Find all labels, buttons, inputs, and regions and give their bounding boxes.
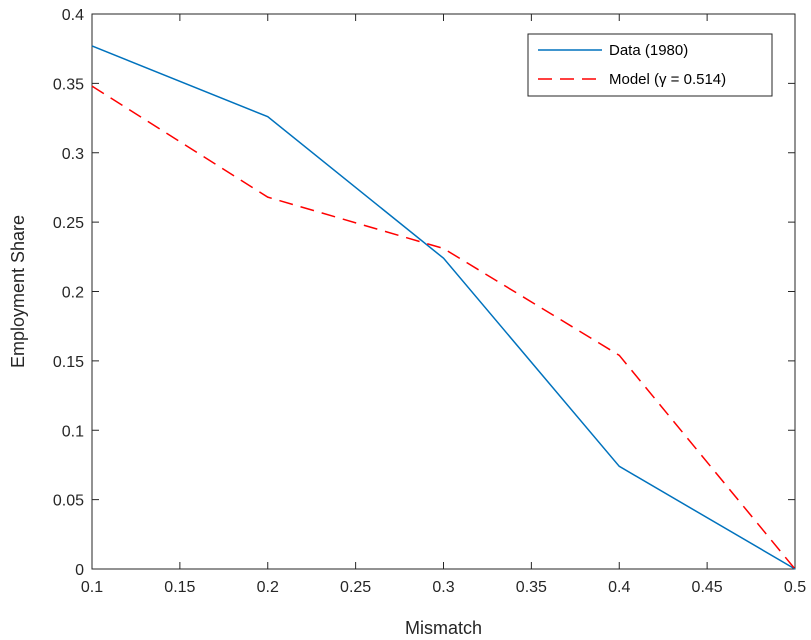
x-tick-label: 0.2 [257,579,279,596]
y-tick-label: 0 [75,562,84,579]
x-axis-label: Mismatch [405,618,482,638]
y-axis-label: Employment Share [8,215,28,368]
x-axis-ticks: 0.1 0.15 0.2 0.25 0.3 0.35 0.4 0.45 0.5 [81,14,806,596]
y-tick-label: 0.2 [62,285,84,302]
series-layer [91,45,796,570]
legend-box [527,33,773,97]
x-tick-label: 0.25 [340,579,371,596]
series-line-1 [91,85,796,570]
plot-frame [91,13,796,570]
y-tick-label: 0.15 [53,354,84,371]
y-axis-ticks: 0 0.05 0.1 0.15 0.2 0.25 0.3 0.35 0.4 [53,7,795,579]
y-tick-label: 0.25 [53,215,84,232]
x-tick-label: 0.1 [81,579,103,596]
series-line-0 [91,45,796,570]
legend-entry-0: Data (1980) [609,42,688,59]
x-tick-label: 0.15 [164,579,195,596]
y-tick-label: 0.05 [53,493,84,510]
axes: 0.1 0.15 0.2 0.25 0.3 0.35 0.4 0.45 0.5 00.050.1… [53,7,806,596]
y-tick-label: 0.3 [62,146,84,163]
y-tick-label: 0.4 [62,7,84,24]
x-tick-label: 0.45 [692,579,723,596]
legend: Data (1980) Model (γ = 0.514) [527,33,773,97]
y-tick-label: 0.35 [53,76,84,93]
legend-entry-1: Model (γ = 0.514) [609,71,726,88]
x-tick-label: 0.3 [432,579,454,596]
x-tick-label: 0.4 [608,579,630,596]
y-tick-label: 0.1 [62,423,84,440]
x-tick-label: 0.35 [516,579,547,596]
x-tick-label: 0.5 [784,579,806,596]
